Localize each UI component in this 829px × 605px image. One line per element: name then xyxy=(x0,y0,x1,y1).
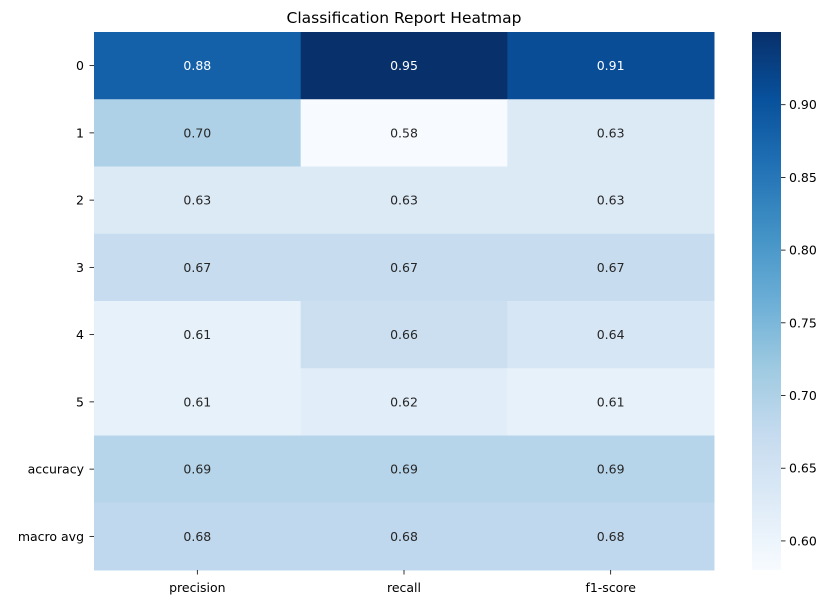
heatmap-cell xyxy=(507,32,715,100)
heatmap-cell xyxy=(300,301,508,369)
cell-value-label: 0.63 xyxy=(597,193,625,208)
cell-value-label: 0.63 xyxy=(390,193,418,208)
colorbar-tick-label: 0.85 xyxy=(789,170,817,185)
heatmap-cell xyxy=(94,301,302,369)
heatmap-cell xyxy=(507,166,715,235)
cell-value-label: 0.67 xyxy=(183,260,211,275)
cell-value-label: 0.68 xyxy=(390,529,418,544)
cell-value-label: 0.69 xyxy=(183,462,211,477)
y-tick-label: 3 xyxy=(76,260,84,275)
y-tick-label: accuracy xyxy=(28,462,85,477)
cell-value-label: 0.61 xyxy=(183,327,211,342)
heatmap-cell xyxy=(94,99,302,167)
y-tick-label: 0 xyxy=(76,58,84,73)
colorbar-tick-label: 0.90 xyxy=(789,97,817,112)
cell-value-label: 0.70 xyxy=(183,125,211,140)
colorbar-tick-label: 0.70 xyxy=(789,388,817,403)
cell-value-label: 0.66 xyxy=(390,327,418,342)
cell-value-label: 0.69 xyxy=(390,462,418,477)
y-axis: 0 1 2 3 4 5 accuracy macro avg xyxy=(18,58,94,544)
cell-value-label: 0.67 xyxy=(597,260,625,275)
cell-value-label: 0.58 xyxy=(390,125,418,140)
x-tick-label: recall xyxy=(387,580,421,595)
colorbar-gradient xyxy=(752,32,781,570)
y-tick-label: 5 xyxy=(76,394,84,409)
cell-value-label: 0.64 xyxy=(597,327,625,342)
colorbar-tick-label: 0.75 xyxy=(789,315,817,330)
cell-value-label: 0.68 xyxy=(597,529,625,544)
colorbar: 0.60 0.65 0.70 0.75 0.80 0.85 0.90 xyxy=(752,32,817,570)
cell-value-label: 0.61 xyxy=(183,394,211,409)
heatmap-cell xyxy=(300,32,508,100)
heatmap-cell xyxy=(94,233,302,302)
heatmap-cell xyxy=(94,32,302,100)
heatmap-cell xyxy=(300,99,508,167)
heatmap-cell xyxy=(94,502,302,571)
cell-value-label: 0.69 xyxy=(597,462,625,477)
colorbar-tick-label: 0.65 xyxy=(789,461,817,476)
heatmap-cell xyxy=(507,301,715,369)
y-tick-label: 2 xyxy=(76,193,84,208)
cell-value-label: 0.67 xyxy=(390,260,418,275)
heatmap-cell xyxy=(507,368,715,436)
cell-value-label: 0.68 xyxy=(183,529,211,544)
heatmap-cell xyxy=(300,502,508,571)
x-tick-label: f1-score xyxy=(585,580,636,595)
heatmap-cell xyxy=(300,233,508,302)
heatmap-cell xyxy=(507,502,715,571)
cell-value-label: 0.61 xyxy=(597,394,625,409)
heatmap-cell xyxy=(94,435,302,504)
x-axis: precision recall f1-score xyxy=(169,570,636,595)
cell-value-label: 0.62 xyxy=(390,394,418,409)
cell-value-label: 0.63 xyxy=(183,193,211,208)
heatmap-cell xyxy=(507,99,715,167)
colorbar-tick-label: 0.80 xyxy=(789,243,817,258)
colorbar-tick-label: 0.60 xyxy=(789,533,817,548)
heatmap-cell xyxy=(300,435,508,504)
heatmap-cell xyxy=(94,166,302,235)
heatmap-cell xyxy=(507,435,715,504)
x-tick-label: precision xyxy=(169,580,225,595)
heatmap-cells: 0.88 0.95 0.91 0.70 0.58 0.63 0.63 0.63 0.63 0.67… xyxy=(94,32,715,571)
cell-value-label: 0.88 xyxy=(183,58,211,73)
cell-value-label: 0.91 xyxy=(597,58,625,73)
y-tick-label: 4 xyxy=(76,327,84,342)
cell-value-label: 0.63 xyxy=(597,125,625,140)
heatmap-cell xyxy=(507,233,715,302)
heatmap-cell xyxy=(94,368,302,436)
colorbar-ticks: 0.60 0.65 0.70 0.75 0.80 0.85 0.90 xyxy=(781,97,817,548)
chart-title: Classification Report Heatmap xyxy=(287,9,522,27)
y-tick-label: macro avg xyxy=(18,529,84,544)
cell-value-label: 0.95 xyxy=(390,58,418,73)
heatmap-cell xyxy=(300,368,508,436)
heatmap-cell xyxy=(300,166,508,235)
y-tick-label: 1 xyxy=(76,125,84,140)
